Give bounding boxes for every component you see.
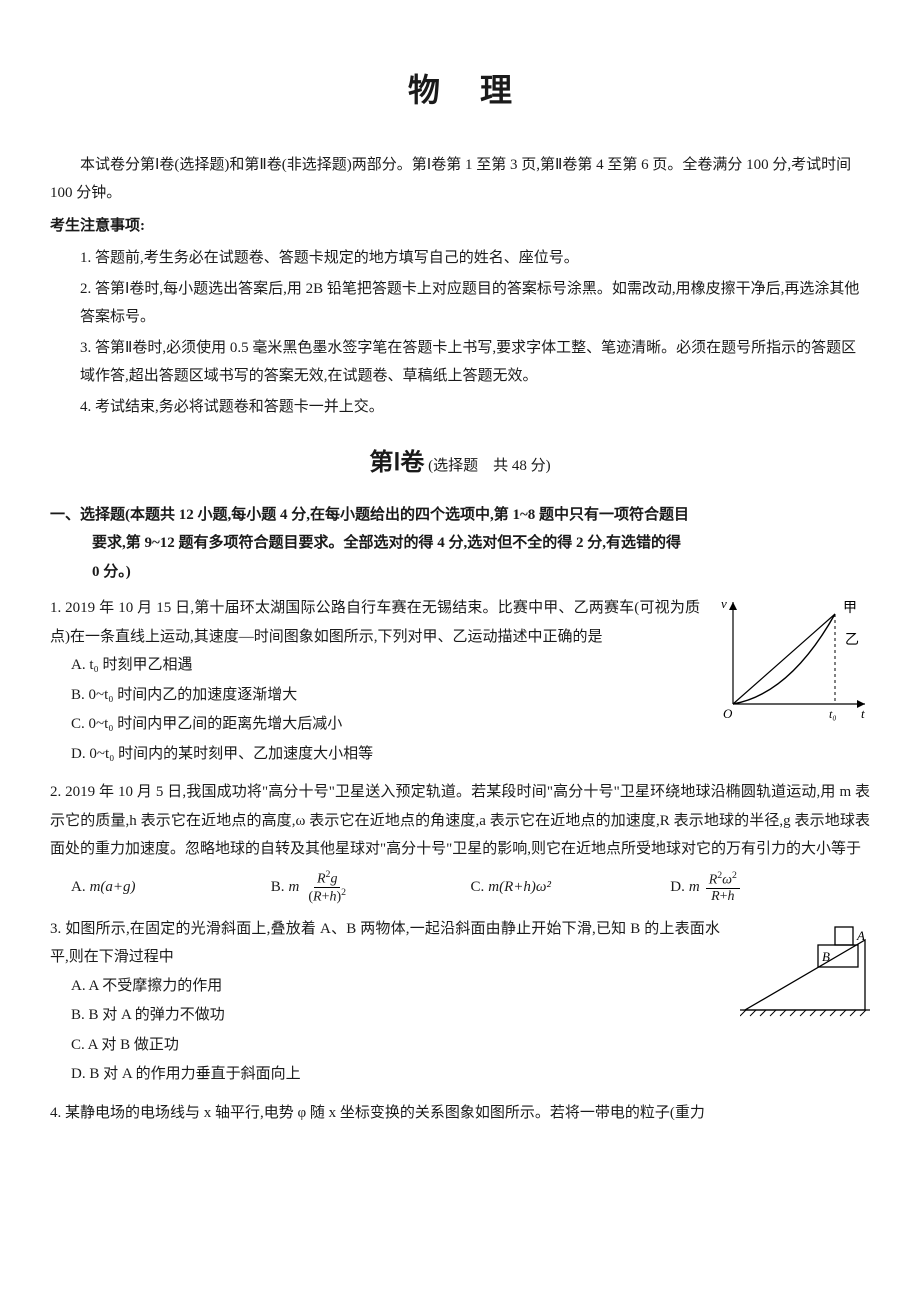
svg-text:B: B [822,949,830,964]
q2-stem: 2. 2019 年 10 月 5 日,我国成功将"高分十号"卫星送入预定轨道。若… [50,778,870,864]
q4-stem: 4. 某静电场的电场线与 x 轴平行,电势 φ 随 x 坐标变换的关系图象如图所… [50,1099,870,1128]
svg-text:t₀: t₀ [829,707,837,721]
section-subtitle: (选择题 共 48 分) [428,458,551,474]
svg-text:乙: 乙 [845,632,859,648]
section-header: 第Ⅰ卷 (选择题 共 48 分) [50,441,870,487]
svg-text:O: O [723,706,733,721]
question-3: A B 3. 如图所示,在固定的光滑斜面上,叠放着 A、B 两物体,一起沿斜面由… [50,915,870,1089]
q2-opt-a: A. m(a+g) [71,873,271,902]
q3-opt-d: D. B 对 A 的作用力垂直于斜面向上 [71,1060,870,1089]
svg-text:t: t [861,706,865,721]
notice-content: 2. 答第Ⅰ卷时,每小题选出答案后,用 2B 铅笔把答题卡上对应题目的答案标号涂… [80,281,859,326]
notice-content: 3. 答第Ⅱ卷时,必须使用 0.5 毫米黑色墨水签字笔在答题卡上书写,要求字体工… [80,340,856,385]
q2-opt-d: D. m R2ω2R+h [670,871,870,904]
question-2: 2. 2019 年 10 月 5 日,我国成功将"高分十号"卫星送入预定轨道。若… [50,778,870,905]
notice-item: 2. 答第Ⅰ卷时,每小题选出答案后,用 2B 铅笔把答题卡上对应题目的答案标号涂… [80,275,870,332]
choice-intro: 一、选择题(本题共 12 小题,每小题 4 分,在每小题给出的四个选项中,第 1… [50,501,870,587]
svg-text:A: A [856,928,865,943]
notice-item: 1. 答题前,考生务必在试题卷、答题卡规定的地方填写自己的姓名、座位号。 [80,244,870,273]
choice-intro-line: 要求,第 9~12 题有多项符合题目要求。全部选对的得 4 分,选对但不全的得 … [50,529,870,558]
q1-diagram: v t O t₀ 甲 乙 [715,594,870,724]
section-title: 第Ⅰ卷 [369,450,424,476]
q3-opt-c: C. A 对 B 做正功 [71,1031,870,1060]
svg-text:v: v [721,596,727,611]
q2-opt-c: C. m(R+h)ω² [471,873,671,902]
q1-opt-d: D. 0~t₀ 时间内的某时刻甲、乙加速度大小相等 [71,740,870,769]
notice-list: 1. 答题前,考生务必在试题卷、答题卡规定的地方填写自己的姓名、座位号。 2. … [50,244,870,421]
notice-heading: 考生注意事项: [50,212,870,241]
question-1: v t O t₀ 甲 乙 1. 2019 年 10 月 15 日,第十届环太湖国… [50,594,870,768]
choice-intro-line: 一、选择题(本题共 12 小题,每小题 4 分,在每小题给出的四个选项中,第 1… [50,507,689,523]
q2-opt-b: B. m R2g(R+h)2 [271,870,471,905]
question-4: 4. 某静电场的电场线与 x 轴平行,电势 φ 随 x 坐标变换的关系图象如图所… [50,1099,870,1128]
page-title: 物理 [50,60,870,121]
q3-diagram: A B [740,915,870,1020]
notice-item: 3. 答第Ⅱ卷时,必须使用 0.5 毫米黑色墨水签字笔在答题卡上书写,要求字体工… [80,334,870,391]
q2-options: A. m(a+g) B. m R2g(R+h)2 C. m(R+h)ω² D. … [50,870,870,905]
choice-intro-line: 0 分。) [50,558,870,587]
notice-item: 4. 考试结束,务必将试题卷和答题卡一并上交。 [80,393,870,422]
notice-content: 4. 考试结束,务必将试题卷和答题卡一并上交。 [80,399,384,415]
intro-text: 本试卷分第Ⅰ卷(选择题)和第Ⅱ卷(非选择题)两部分。第Ⅰ卷第 1 至第 3 页,… [50,151,870,208]
notice-content: 1. 答题前,考生务必在试题卷、答题卡规定的地方填写自己的姓名、座位号。 [80,250,579,266]
svg-text:甲: 甲 [843,601,857,616]
